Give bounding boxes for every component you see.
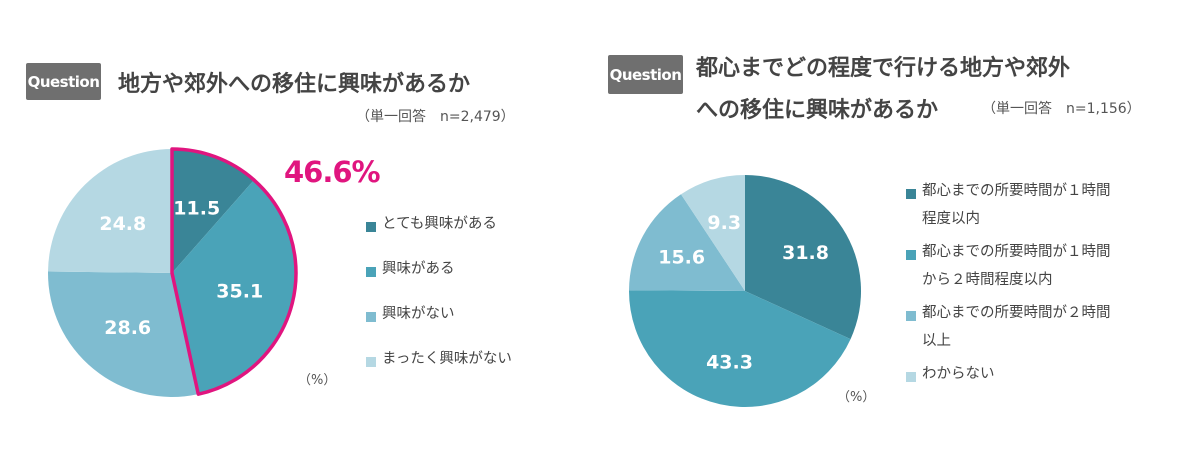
legend-item: わからない bbox=[906, 368, 1111, 398]
legend-label: 都心までの所要時間が１時間 程度以内 bbox=[922, 177, 1111, 233]
legend-label: わからない bbox=[922, 360, 995, 388]
legend-label: 興味がある bbox=[382, 255, 455, 283]
slice-value-label: 43.3 bbox=[706, 351, 753, 373]
legend: 都心までの所要時間が１時間 程度以内 都心までの所要時間が１時間 から２時間程度… bbox=[906, 185, 1111, 398]
legend-label: 都心までの所要時間が２時間 以上 bbox=[922, 299, 1111, 355]
legend-item: 都心までの所要時間が１時間 から２時間程度以内 bbox=[906, 246, 1111, 307]
legend-swatch bbox=[366, 312, 376, 322]
slice-value-label: 35.1 bbox=[216, 281, 263, 303]
chart-panel-left: Question 地方や郊外への移住に興味があるか （単一回答 n=2,479）… bbox=[0, 0, 600, 455]
slice-value-label: 24.8 bbox=[99, 213, 146, 235]
legend-item: 都心までの所要時間が２時間 以上 bbox=[906, 307, 1111, 368]
legend-item: 都心までの所要時間が１時間 程度以内 bbox=[906, 185, 1111, 246]
legend-swatch bbox=[366, 357, 376, 367]
slice-value-label: 31.8 bbox=[782, 242, 829, 264]
chart-panel-right: Question 都心までどの程度で行ける地方や郊外 への移住に興味があるか （… bbox=[600, 0, 1200, 455]
legend-label: 都心までの所要時間が１時間 から２時間程度以内 bbox=[922, 238, 1111, 294]
slice-value-label: 9.3 bbox=[707, 212, 741, 234]
highlight-total-label: 46.6% bbox=[284, 155, 380, 189]
legend: とても興味がある 興味がある 興味がない まったく興味がない bbox=[366, 218, 512, 398]
legend-swatch bbox=[906, 189, 916, 199]
unit-label: （%） bbox=[837, 386, 875, 405]
slice-value-label: 15.6 bbox=[658, 247, 705, 269]
legend-swatch bbox=[906, 372, 916, 382]
slice-value-label: 11.5 bbox=[173, 198, 220, 220]
legend-label: まったく興味がない bbox=[382, 345, 512, 373]
legend-swatch bbox=[906, 250, 916, 260]
pie-slice bbox=[48, 149, 172, 273]
unit-label: （%） bbox=[298, 369, 336, 388]
legend-swatch bbox=[906, 311, 916, 321]
slice-value-label: 28.6 bbox=[104, 317, 151, 339]
legend-item: まったく興味がない bbox=[366, 353, 512, 398]
legend-label: 興味がない bbox=[382, 300, 455, 328]
legend-swatch bbox=[366, 267, 376, 277]
legend-label: とても興味がある bbox=[382, 210, 497, 238]
legend-swatch bbox=[366, 222, 376, 232]
